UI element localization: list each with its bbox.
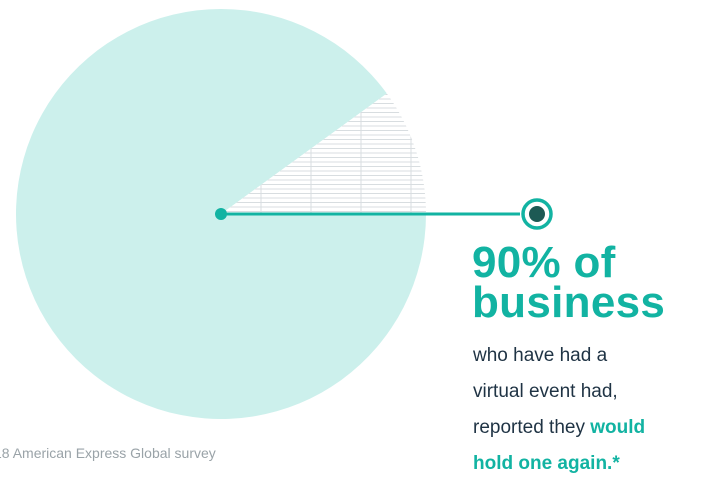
footnote: 18 American Express Global survey: [0, 445, 216, 461]
callout-line-3-plain: reported they: [473, 417, 591, 438]
callout-line-4: hold one again.*: [473, 453, 620, 474]
callout-text: who have had a virtual event had, report…: [473, 338, 713, 482]
callout-line-3-highlight: would: [590, 417, 646, 438]
headline-line-2: business: [472, 278, 666, 327]
callout-line-3: reported they would: [473, 410, 713, 446]
callout-marker-dot: [529, 206, 545, 222]
headline-line-1: 90% of: [472, 238, 616, 287]
callout-line-2: virtual event had,: [473, 381, 618, 402]
callout-line-1: who have had a: [473, 345, 608, 366]
pie-slice-minor: [221, 93, 426, 214]
pie-center-dot: [215, 208, 227, 220]
headline: 90% of business: [472, 238, 712, 327]
